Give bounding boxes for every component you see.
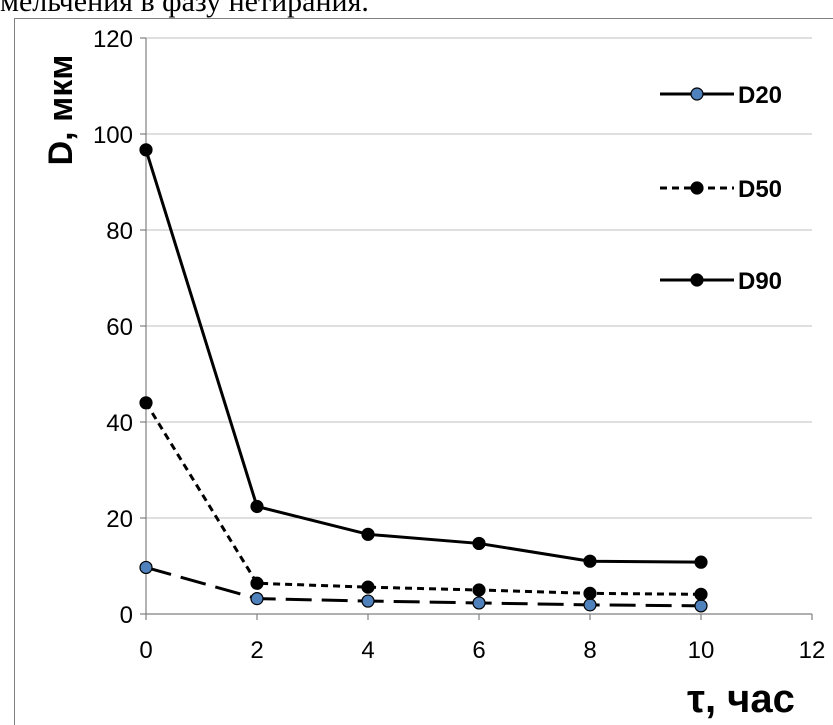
y-tick-label: 20 xyxy=(106,506,133,533)
y-tick-label: 80 xyxy=(106,218,133,245)
data-point-d90 xyxy=(472,536,486,551)
data-point-d20 xyxy=(250,592,264,606)
legend-marker xyxy=(690,273,704,287)
x-tick-label: 12 xyxy=(799,637,826,664)
legend-marker xyxy=(690,87,704,101)
legend-item-d90: D90 xyxy=(660,268,782,295)
series-d20 xyxy=(139,560,708,613)
data-point-d50 xyxy=(583,586,597,600)
legend-label: D50 xyxy=(738,176,782,203)
x-tick-label: 0 xyxy=(139,637,152,664)
x-axis-title: τ, час xyxy=(687,677,795,721)
axes xyxy=(140,37,813,620)
legend-item-d20: D20 xyxy=(660,82,782,109)
series-d50 xyxy=(139,396,708,601)
data-point-d50 xyxy=(361,580,375,594)
data-point-d90 xyxy=(694,555,708,569)
data-point-d90 xyxy=(583,554,597,568)
data-point-d20 xyxy=(472,596,486,610)
legend: D20 D50 D90 xyxy=(660,82,782,295)
x-tick-label: 8 xyxy=(583,637,596,664)
series xyxy=(139,143,708,613)
legend-label: D90 xyxy=(738,268,782,295)
series-line-d90 xyxy=(144,149,702,564)
x-tick-label: 2 xyxy=(250,637,263,664)
legend-label: D20 xyxy=(738,82,782,109)
x-tick-label: 4 xyxy=(361,637,374,664)
y-tick-label: 60 xyxy=(106,314,133,341)
data-point-d50 xyxy=(250,576,264,590)
y-tick-label: 120 xyxy=(93,26,133,53)
data-point-d90 xyxy=(361,527,375,541)
series-d90 xyxy=(139,143,708,569)
data-point-d20 xyxy=(694,599,708,613)
header-text: мельчения в фазу нетирания. xyxy=(0,0,369,18)
data-point-d90 xyxy=(139,143,153,157)
x-tick-label: 10 xyxy=(688,637,715,664)
legend-item-d50: D50 xyxy=(660,176,782,203)
legend-marker xyxy=(690,181,704,195)
data-point-d20 xyxy=(583,598,597,612)
y-axis-title: D, мкм xyxy=(42,55,80,166)
y-tick-label: 0 xyxy=(120,602,133,629)
data-point-d90 xyxy=(250,499,264,514)
data-point-d50 xyxy=(472,583,486,597)
data-point-d50 xyxy=(694,587,708,601)
data-point-d20 xyxy=(361,594,375,608)
y-tick-label: 40 xyxy=(106,410,133,437)
data-point-d20 xyxy=(139,560,153,575)
series-line-d50 xyxy=(144,402,702,596)
tick-labels: 0 20 40 60 80 100 120 0 2 4 6 8 10 12 xyxy=(93,26,825,664)
series-line-d20 xyxy=(145,565,702,608)
data-point-d50 xyxy=(139,396,153,410)
x-tick-label: 6 xyxy=(472,637,485,664)
y-tick-label: 100 xyxy=(93,122,133,149)
grid xyxy=(146,37,812,519)
